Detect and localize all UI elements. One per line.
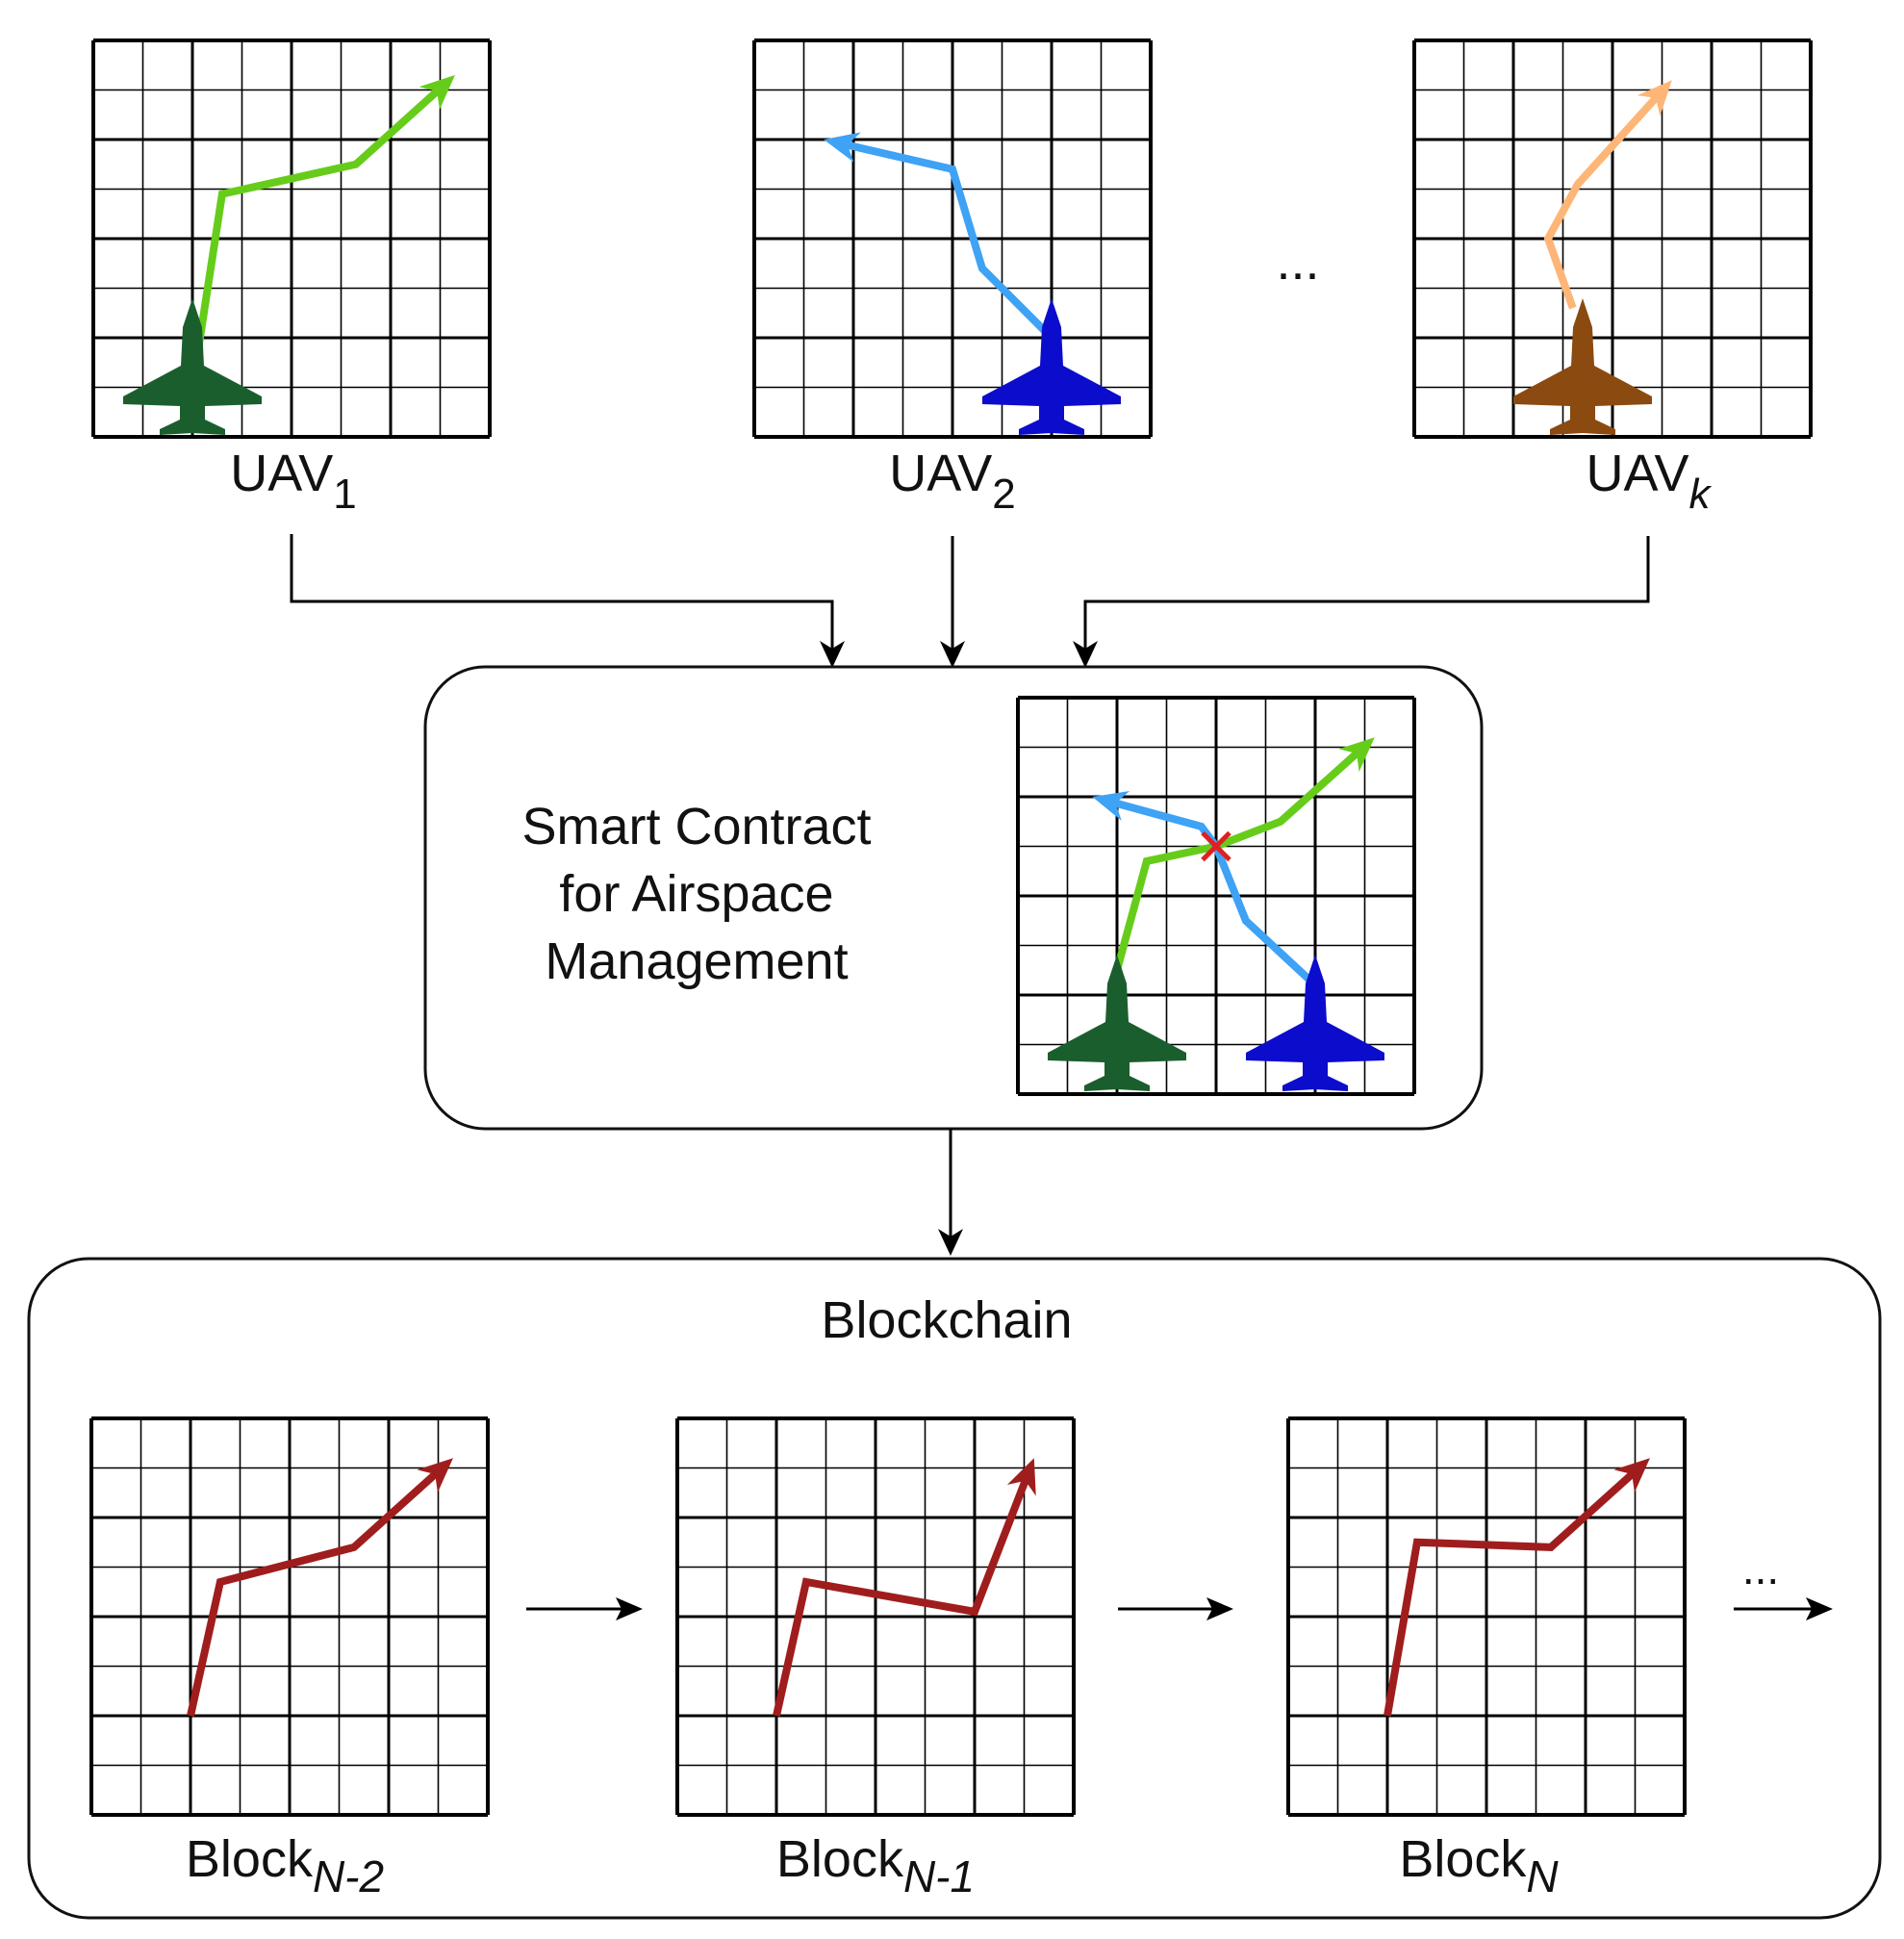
- uav-panel-2: UAV2: [752, 38, 1153, 518]
- uav-1-grid: [91, 38, 492, 439]
- block-n-1: BlockN-1: [675, 1416, 1076, 1901]
- arrowhead-icon: [417, 1458, 453, 1493]
- block-n-1-label: BlockN-1: [776, 1830, 975, 1901]
- uav-to-contract-connectors: [290, 534, 1650, 668]
- block-n-2-trajectory: [187, 1468, 441, 1717]
- connector-uav-k: [1083, 536, 1650, 664]
- chain-arrowhead-1: [616, 1597, 643, 1620]
- block-n: BlockN: [1286, 1416, 1687, 1901]
- connector-uav-1: [290, 534, 834, 664]
- chain-arrowhead-2: [1206, 1597, 1233, 1620]
- block-n-2: BlockN-2: [89, 1416, 490, 1901]
- blockchain-frame: [27, 1257, 1882, 1920]
- uav-1-plane-icon: [123, 298, 262, 435]
- uav-1-flight-path: [189, 86, 443, 389]
- block-n-1-trajectory: [773, 1476, 1030, 1717]
- uav-2-label: UAV2: [889, 445, 1016, 518]
- uav-1-label: UAV1: [230, 445, 357, 518]
- arrowhead-icon: [1338, 737, 1375, 773]
- arrowhead-icon: [1613, 1458, 1650, 1493]
- uav-panel-1: UAV1: [91, 38, 492, 518]
- uav-k-label: UAVk: [1586, 445, 1712, 518]
- arrowhead-icon: [1637, 80, 1672, 116]
- uav-k-grid: [1412, 38, 1813, 439]
- contract-grid: [1016, 696, 1416, 1096]
- arrowhead-icon: [824, 132, 861, 163]
- uav-2-plane-icon: [982, 298, 1121, 435]
- uav-2-grid: [752, 38, 1153, 439]
- block-n-trajectory: [1384, 1468, 1637, 1717]
- contract-line-2: for Airspace: [559, 865, 833, 923]
- blockchain-box: Blockchain BlockN-2 BlockN-1 BlockN ...: [27, 1257, 1882, 1920]
- arrowhead-icon: [1092, 791, 1130, 821]
- arrowhead-uav-k: [1073, 641, 1098, 668]
- contract-plane-green-icon: [1048, 955, 1186, 1091]
- blockchain-title: Blockchain: [821, 1291, 1072, 1349]
- uav-ellipsis: ...: [1276, 233, 1319, 291]
- block-n-grid: [1286, 1416, 1687, 1817]
- chain-arrowhead-3: [1806, 1597, 1833, 1620]
- contract-line-3: Management: [545, 932, 848, 990]
- arrowhead-icon: [1006, 1458, 1036, 1496]
- conflict-cross-icon: [1201, 830, 1231, 862]
- uav-panel-k: UAVk: [1412, 38, 1813, 518]
- uav-k-plane-icon: [1513, 298, 1652, 435]
- contract-plane-blue-icon: [1246, 955, 1384, 1091]
- arrowhead-uav-1: [820, 641, 845, 668]
- uav-2-flight-path: [843, 140, 1054, 341]
- blockchain-ellipsis: ...: [1742, 1544, 1779, 1594]
- uav-k-flight-path: [1543, 92, 1662, 310]
- block-n-label: BlockN: [1399, 1830, 1559, 1901]
- arrowhead-uav-2: [940, 641, 965, 668]
- block-n-2-grid: [89, 1416, 490, 1817]
- smart-contract-box: Smart Contract for Airspace Management: [423, 665, 1484, 1131]
- contract-line-1: Smart Contract: [521, 798, 871, 855]
- arrowhead-icon: [419, 75, 455, 111]
- arrowhead-contract-blockchain: [938, 1229, 963, 1256]
- block-n-2-label: BlockN-2: [186, 1830, 384, 1901]
